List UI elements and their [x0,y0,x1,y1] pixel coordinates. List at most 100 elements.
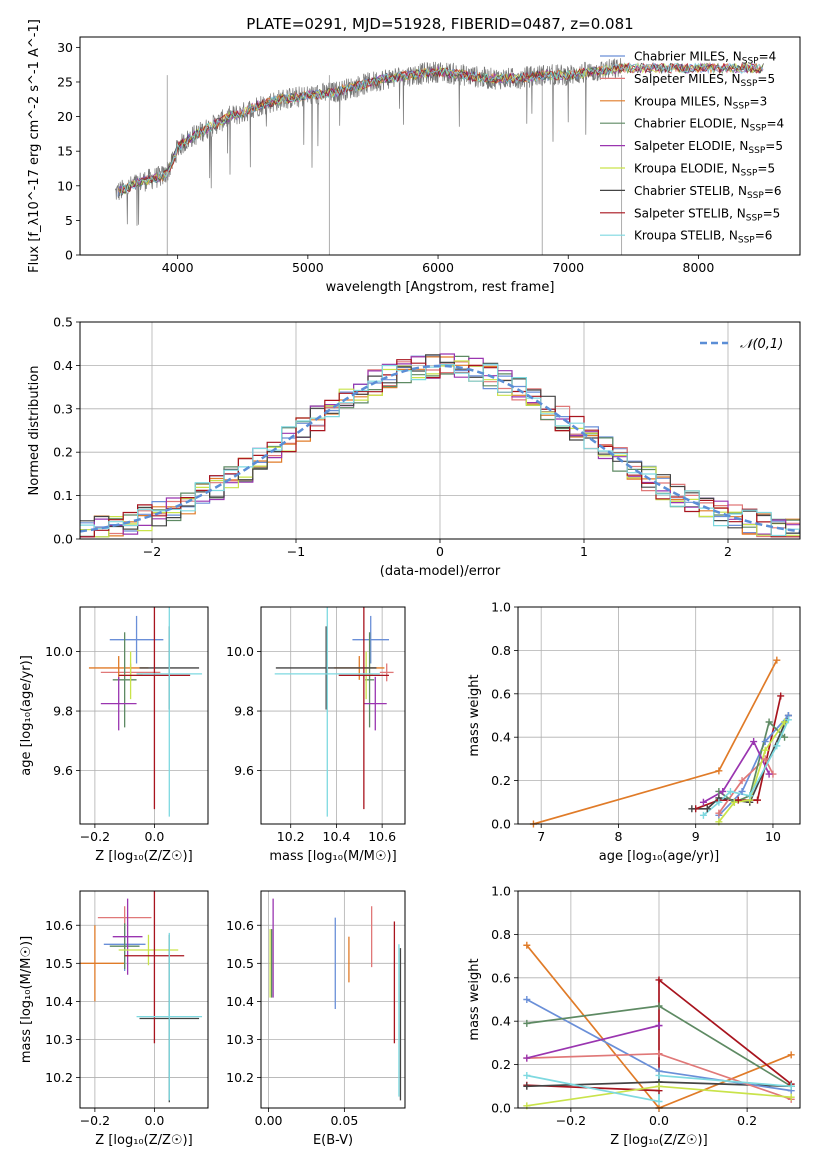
axes-frame [79,36,801,256]
weight-marker [777,692,785,700]
y-tick-label: 10.3 [45,1032,73,1047]
x-tick-label: 6000 [422,260,454,275]
weight-line [526,944,792,1108]
axes-frame [79,890,209,1109]
x-tick-label: 0.05 [330,1113,358,1128]
weight-marker [688,805,696,813]
x-tick-label: 0.2 [737,1113,757,1128]
legend-label: Chabrier ELODIE, NSSP=4 [634,117,784,134]
x-tick-label: −2 [143,544,161,559]
plot-area [261,891,405,1108]
weight-marker [781,733,789,741]
weight-marker [523,1071,531,1079]
x-axis-label: Z [log₁₀(Z/Z☉)] [95,849,192,864]
panel-residuals: −2 −1 0 1 2 0.0 0.1 0.2 0.3 0.4 0.5 (data-model)/er… [27,315,801,579]
y-tick-label: 10.0 [45,644,73,659]
x-tick-label: 0.0 [649,1113,669,1128]
weight-marker [719,787,727,795]
y-tick-label: 1.0 [491,600,511,615]
weight-marker [655,1082,663,1090]
weight-marker [781,718,789,726]
panel-weight-vs-age: 7 8 9 10 0.0 0.2 0.4 0.6 0.8 1.0 age [log₁₀(age/yr… [467,600,801,864]
weight-marker [523,1054,531,1062]
axes-frame [79,321,801,540]
weight-marker [738,777,746,785]
y-tick-label: 5 [65,213,73,228]
weight-marker [784,716,792,724]
y-tick-label: 0.2 [491,773,511,788]
y-tick-label: 10.6 [45,918,73,933]
normal-reference-curve [80,364,800,533]
y-tick-label: 10.0 [226,644,254,659]
weight-line [702,719,790,816]
x-tick-label: 2 [724,544,732,559]
weight-marker [655,1050,663,1058]
weight-marker [699,811,707,819]
y-tick-label: 10.5 [226,956,254,971]
panels-group: 4000 5000 6000 7000 8000051015202530waveleng… [19,19,801,1148]
x-tick-label: 9 [692,829,700,844]
y-tick-label: 9.8 [53,704,73,719]
axes-frame [79,606,209,825]
weight-marker [787,1082,795,1090]
legend-label: Salpeter MILES, NSSP=5 [634,72,775,89]
x-tick-label: 0.0 [144,1113,164,1128]
plot-area [114,58,764,255]
x-axis-label: age [log₁₀(age/yr)] [599,849,720,864]
weight-marker [715,767,723,775]
legend-label: Kroupa MILES, NSSP=3 [634,94,767,111]
weight-marker [703,805,711,813]
y-axis-label: Normed distribution [27,366,42,496]
x-tick-label: 8000 [683,260,715,275]
axes-frame [517,890,801,1109]
y-tick-label: 9.6 [234,763,254,778]
y-tick-label: 0.0 [491,1101,511,1116]
y-axis-label: mass weight [467,674,482,756]
weight-marker [715,798,723,806]
panel-age-vs-Z: −0.2 0.0 9.6 9.8 10.0 Z [log₁₀(Z/Z☉)] age [log… [19,606,209,864]
y-tick-label: 0.8 [491,643,511,658]
y-tick-label: 10.6 [226,918,254,933]
x-tick-label: 10.6 [368,829,396,844]
x-axis-label: E(B-V) [313,1133,353,1148]
y-tick-label: 0.0 [53,532,73,547]
x-tick-label: 0.0 [144,829,164,844]
weight-marker [734,796,742,804]
axes-frame [260,606,406,825]
y-axis-label: mass weight [467,958,482,1040]
y-tick-label: 9.6 [53,763,73,778]
weight-line [695,695,782,810]
weight-marker [761,738,769,746]
weight-marker [726,787,734,795]
y-tick-label: 10.2 [45,1070,73,1085]
y-tick-label: 0.8 [491,927,511,942]
y-tick-label: 0.4 [491,1014,511,1029]
weight-marker [754,796,762,804]
weight-marker [699,798,707,806]
weight-marker [655,1097,663,1105]
weight-line [526,1024,660,1059]
x-tick-label: 0 [436,544,444,559]
weight-marker [761,746,769,754]
panel-mass-vs-Z: −0.2 0.0 10.2 10.3 10.4 10.5 10.6 Z [log₁₀(Z/Z☉… [19,890,209,1148]
x-tick-label: 1 [580,544,588,559]
weight-marker [787,1093,795,1101]
weight-marker [523,1082,531,1090]
weight-marker [761,755,769,763]
legend-label: 𝒩(0,1) [740,337,783,352]
y-tick-label: 0.3 [53,401,73,416]
x-axis-label: wavelength [Angstrom, rest frame] [326,280,555,295]
plot-area [80,607,208,824]
residual-histogram [80,354,800,534]
y-tick-label: 0.2 [491,1057,511,1072]
x-tick-label: 8 [614,829,622,844]
weight-marker [750,738,758,746]
y-tick-label: 1.0 [491,884,511,899]
y-tick-label: 10.4 [45,994,73,1009]
weight-marker [765,770,773,778]
legend-label: Kroupa STELIB, NSSP=6 [634,229,772,246]
plot-area [80,322,800,539]
x-tick-label: −0.2 [80,829,110,844]
y-tick-label: 30 [57,40,73,55]
weight-line [718,757,774,814]
